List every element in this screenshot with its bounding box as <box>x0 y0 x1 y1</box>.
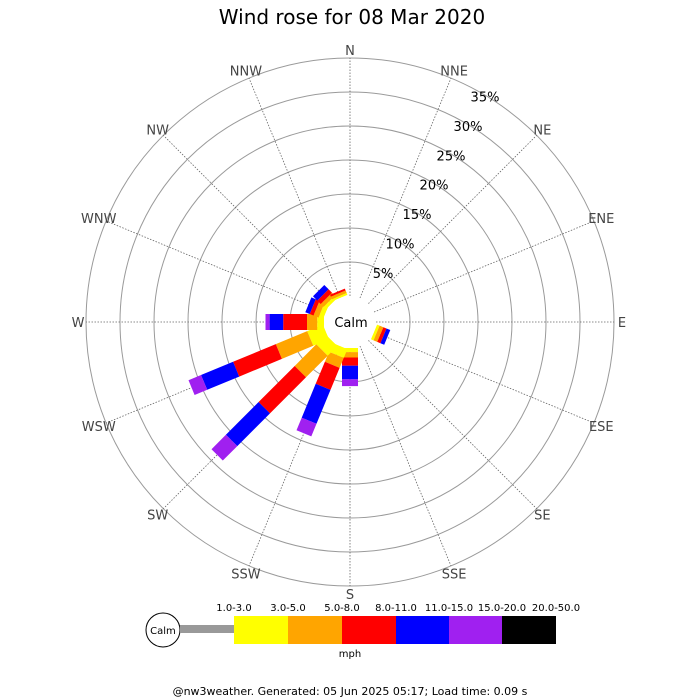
bar-nnw-bin-3 <box>330 288 346 297</box>
spoke-ne <box>368 135 537 304</box>
direction-label-s: S <box>346 588 354 603</box>
bar-w-bin-4 <box>269 314 284 330</box>
legend-swatch-6 <box>502 616 556 644</box>
direction-label-wnw: WNW <box>81 212 117 227</box>
spoke-nnw <box>248 77 341 299</box>
legend-label-1: 3.0-5.0 <box>270 603 305 614</box>
legend-label-3: 8.0-11.0 <box>375 603 417 614</box>
bar-wsw-bin-4 <box>201 361 240 390</box>
direction-label-sw: SW <box>147 508 168 523</box>
bar-w-bin-2 <box>307 314 318 330</box>
bar-ssw-bin-5 <box>296 417 317 437</box>
ring-labels: 5% 10% 15% 20% 25% 30% 35% <box>373 90 500 282</box>
bar-w-bin-5 <box>265 314 270 330</box>
ring-label-35: 35% <box>471 90 500 105</box>
ring-label-20: 20% <box>420 179 449 194</box>
chart-title: Wind rose for 08 Mar 2020 <box>219 5 485 29</box>
ring-label-15: 15% <box>403 208 432 223</box>
direction-label-sse: SSE <box>442 567 467 582</box>
bar-ese-bin-1 <box>371 324 380 341</box>
spoke-ese <box>373 331 595 424</box>
legend-swatch-5 <box>449 616 502 644</box>
bar-sw-bin-5 <box>211 434 238 461</box>
direction-label-wsw: WSW <box>82 420 116 435</box>
direction-label-e: E <box>618 316 626 331</box>
ring-label-25: 25% <box>437 149 466 164</box>
spoke-ene <box>373 220 595 313</box>
direction-label-ene: ENE <box>588 212 614 227</box>
direction-label-ne: NE <box>533 124 551 139</box>
spoke-sse <box>359 345 452 567</box>
footer-text: @nw3weather. Generated: 05 Jun 2025 05:1… <box>173 685 528 698</box>
wind-bars <box>188 285 391 461</box>
bar-s-bin-5 <box>342 379 358 387</box>
ring-10 <box>255 227 445 417</box>
direction-label-w: W <box>72 316 85 331</box>
legend-label-5: 15.0-20.0 <box>478 603 526 614</box>
bar-nw-bin-3 <box>317 289 332 304</box>
ring-label-5: 5% <box>373 267 394 282</box>
bar-ese-bin-2 <box>373 325 384 342</box>
direction-label-se: SE <box>534 508 550 523</box>
bar-wsw-bin-5 <box>188 375 208 395</box>
bar-nnw-bin-1 <box>331 293 348 301</box>
bar-wnw-bin-3 <box>309 299 320 316</box>
spoke-nne <box>359 77 452 299</box>
bar-ssw-bin-3 <box>315 361 340 390</box>
bar-sw-bin-3 <box>258 366 306 414</box>
bar-s-bin-3 <box>342 357 358 366</box>
bar-ssw-bin-2 <box>324 351 344 368</box>
bar-ssw-bin-4 <box>301 383 331 424</box>
bar-wnw-bin-4 <box>305 297 316 314</box>
legend-swatch-2 <box>288 616 342 644</box>
legend-label-6: 20.0-50.0 <box>532 603 580 614</box>
calm-label: Calm <box>334 316 367 331</box>
bar-sw-bin-4 <box>225 402 270 447</box>
spoke-nw <box>163 135 332 304</box>
legend-swatch-4 <box>396 616 449 644</box>
legend-calm-label: Calm <box>150 626 176 637</box>
legend: Calm mph 1.0-3.0 3.0-5.0 5.0-8.0 8.0-11.0 11… <box>145 603 580 660</box>
direction-label-nne: NNE <box>440 65 468 80</box>
ring-label-10: 10% <box>386 238 415 253</box>
legend-swatch-0 <box>180 625 234 633</box>
bar-sw-bin-2 <box>294 344 328 378</box>
spoke-wnw <box>105 220 327 313</box>
legend-unit: mph <box>339 649 361 660</box>
spoke-se <box>368 340 537 509</box>
direction-label-nnw: NNW <box>230 65 262 80</box>
legend-swatch-1 <box>234 616 288 644</box>
legend-swatch-3 <box>342 616 396 644</box>
direction-label-n: N <box>345 44 355 59</box>
bar-wsw-bin-2 <box>275 331 314 359</box>
direction-label-nw: NW <box>146 124 169 139</box>
legend-label-4: 11.0-15.0 <box>425 603 473 614</box>
bar-nw-bin-4 <box>313 285 329 301</box>
bar-w-bin-3 <box>283 314 307 330</box>
bar-s-bin-2 <box>342 352 358 358</box>
legend-label-0: 1.0-3.0 <box>216 603 251 614</box>
calm-circle <box>324 296 376 348</box>
bar-nnw-bin-2 <box>330 290 347 300</box>
ring-25 <box>153 125 547 519</box>
bar-s-bin-4 <box>342 365 358 380</box>
direction-label-ese: ESE <box>589 420 614 435</box>
bar-wsw-bin-3 <box>233 344 282 377</box>
direction-labels: N NNE NE ENE E ESE SE SSE S SSW SW WSW W WNW NW NNW <box>72 44 627 603</box>
calm-center: Calm <box>324 296 376 348</box>
legend-label-2: 5.0-8.0 <box>324 603 359 614</box>
direction-label-ssw: SSW <box>231 567 261 582</box>
bar-ese-bin-3 <box>377 327 387 344</box>
ring-label-30: 30% <box>454 120 483 135</box>
bar-ese-bin-4 <box>380 328 391 345</box>
